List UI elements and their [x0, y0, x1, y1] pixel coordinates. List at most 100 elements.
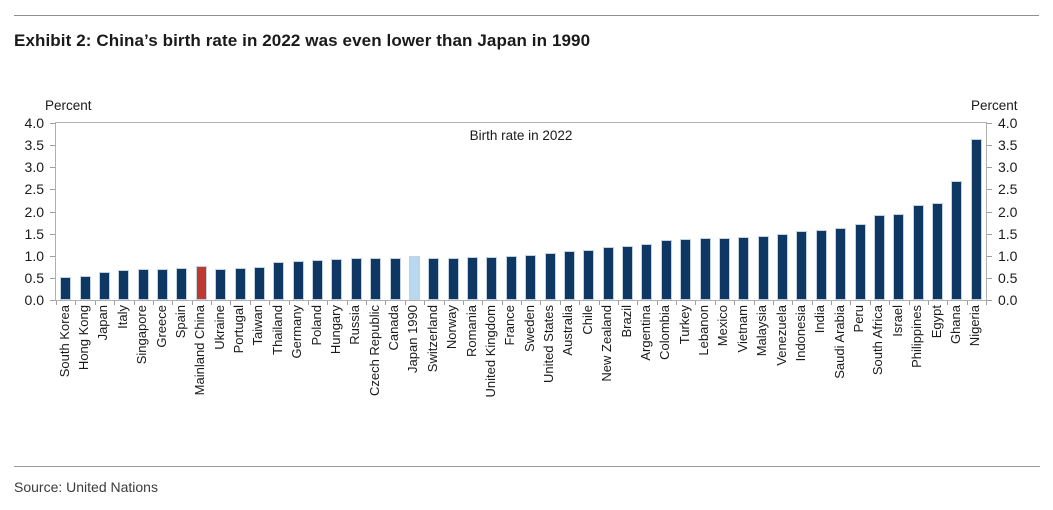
bar-czech-republic: [370, 257, 382, 300]
x-tick-label: Mexico: [715, 305, 731, 347]
y-tick-label-left: 0.0: [24, 292, 44, 308]
x-tick-mark: [327, 301, 329, 305]
x-tick-label: Brazil: [618, 305, 634, 338]
x-tick-mark: [753, 301, 755, 305]
x-tick-mark: [927, 301, 929, 305]
x-tick-mark: [617, 301, 619, 305]
x-tick-label: Spain: [172, 305, 188, 339]
x-tick-mark: [559, 301, 561, 305]
source-note: Source: United Nations: [14, 479, 158, 495]
y-tick-label-right: 2.5: [998, 181, 1018, 198]
y-tick-label-left: 1.0: [24, 247, 44, 264]
y-tick-label-right: 2.0: [998, 203, 1018, 220]
x-tick-label: Colombia: [657, 305, 673, 360]
x-tick-mark: [56, 301, 57, 305]
x-tick-mark: [676, 301, 677, 305]
y-tick-mark: [987, 145, 992, 147]
y-tick-label-right: 1.5: [998, 225, 1018, 242]
y-tick-mark: [987, 167, 992, 169]
x-tick-mark: [637, 301, 639, 305]
bar-australia: [563, 251, 575, 300]
chart-annotation: Birth rate in 2022: [469, 128, 573, 143]
bar-south-korea: [60, 277, 72, 300]
y-tick-label-left: 1.5: [24, 225, 44, 242]
x-tick-mark: [521, 301, 522, 305]
x-tick-mark: [462, 301, 464, 305]
x-tick-label: Israel: [889, 305, 905, 337]
x-tick-mark: [966, 301, 968, 305]
x-tick-label: Turkey: [676, 305, 692, 345]
x-tick-label: United Kingdom: [482, 305, 498, 398]
x-tick-label: Chile: [579, 305, 595, 335]
x-tick-mark: [404, 301, 406, 305]
x-tick-mark: [385, 301, 387, 305]
bottom-divider: [14, 466, 1040, 467]
x-tick-label: Singapore: [134, 305, 150, 365]
x-tick-label: Indonesia: [792, 305, 808, 362]
x-tick-label: South Korea: [56, 305, 72, 378]
x-tick-mark: [695, 301, 697, 305]
bar-turkey: [680, 239, 692, 300]
y-tick-mark: [987, 189, 992, 191]
plot-area: Birth rate in 2022 4.0 4.0 3.5 3.5 3.0 3.0 2.5…: [25, 115, 1018, 308]
bar-switzerland: [428, 257, 440, 300]
x-tick-label: Malaysia: [754, 305, 770, 357]
bar-india: [815, 230, 827, 300]
y-tick-mark: [50, 300, 55, 301]
x-tick-mark: [366, 301, 367, 305]
y-tick-mark: [987, 211, 992, 213]
x-tick-label: Czech Republic: [366, 305, 382, 397]
y-tick-label-left: 3.5: [24, 137, 44, 154]
y-tick-label-right: 0.0: [998, 292, 1018, 308]
x-tick-label: South Africa: [870, 305, 886, 376]
bar-romania: [467, 257, 479, 300]
bar-brazil: [622, 245, 634, 300]
chart-title: Exhibit 2: China’s birth rate in 2022 wa…: [14, 31, 591, 50]
bar-new-zealand: [602, 247, 614, 300]
x-tick-mark: [269, 301, 271, 305]
bar-germany: [292, 261, 304, 300]
x-tick-mark: [656, 301, 658, 305]
y-tick-mark: [50, 189, 55, 191]
bar-sweden: [525, 254, 537, 300]
bar-chile: [583, 249, 595, 300]
x-tick-label: Thailand: [269, 305, 285, 355]
x-tick-mark: [869, 301, 871, 305]
bar-south-africa: [873, 215, 885, 300]
x-tick-label: Philippines: [909, 305, 925, 368]
y-tick-label-left: 3.0: [24, 159, 44, 176]
y-tick-mark: [50, 233, 55, 235]
x-tick-mark: [424, 301, 426, 305]
x-tick-mark: [482, 301, 484, 305]
bar-canada: [389, 257, 401, 300]
bar-portugal: [234, 268, 246, 300]
x-axis-labels: South Korea Hong Kong Japan Italy Singapore G…: [55, 305, 985, 445]
bar-united-states: [544, 253, 556, 300]
x-tick-mark: [908, 301, 910, 305]
bar-lebanon: [699, 238, 711, 300]
x-tick-mark: [211, 301, 212, 305]
x-tick-label: Egypt: [928, 305, 944, 339]
x-tick-mark: [501, 301, 503, 305]
x-tick-mark: [191, 301, 193, 305]
x-tick-mark: [734, 301, 736, 305]
bar-russia: [350, 258, 362, 300]
bar-malaysia: [757, 235, 769, 300]
bar-poland: [312, 259, 324, 300]
y-tick-label-right: 3.0: [998, 159, 1018, 176]
x-tick-label: United States: [541, 305, 557, 384]
bar-nigeria: [970, 138, 982, 300]
x-tick-mark: [792, 301, 794, 305]
y-tick-label-left: 2.0: [24, 203, 44, 220]
x-tick-label: Hong Kong: [76, 305, 92, 371]
x-tick-mark: [947, 301, 949, 305]
x-tick-mark: [889, 301, 891, 305]
y-tick-label-right: 3.5: [998, 137, 1018, 154]
bar-israel: [893, 214, 905, 300]
x-tick-label: Portugal: [231, 305, 247, 354]
bar-argentina: [641, 244, 653, 300]
x-tick-label: Vietnam: [734, 305, 750, 353]
x-tick-mark: [288, 301, 290, 305]
y-tick-mark: [987, 300, 992, 301]
